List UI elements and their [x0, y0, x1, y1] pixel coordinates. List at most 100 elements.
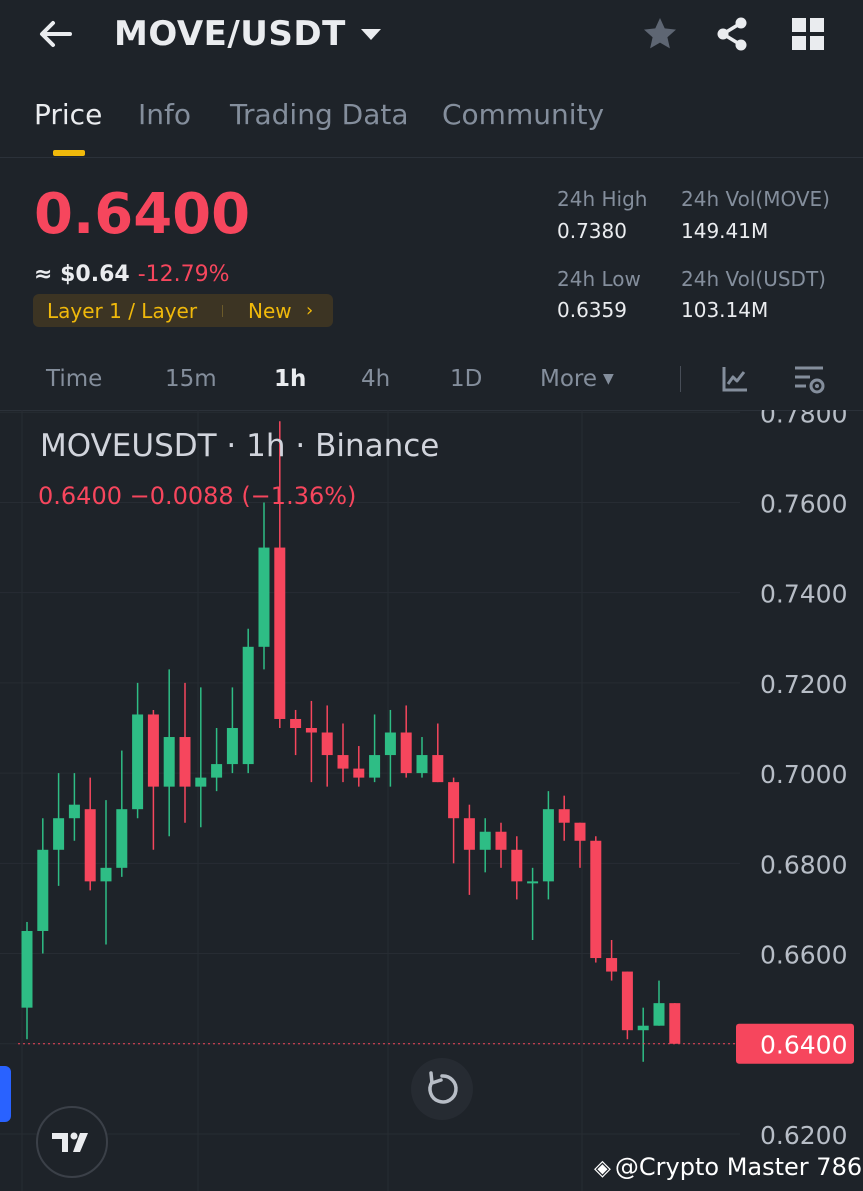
candle-body — [621, 971, 633, 1031]
star-icon[interactable] — [640, 14, 680, 54]
reset-chart-button[interactable] — [411, 1058, 473, 1120]
candle-body — [384, 732, 396, 756]
last-price: 0.6400 — [34, 182, 251, 247]
tab-info[interactable]: Info — [138, 98, 191, 131]
candle-body — [37, 849, 49, 931]
candle-body — [337, 755, 349, 769]
candle-body — [574, 822, 586, 841]
active-tab-indicator — [53, 150, 85, 156]
low-value: 0.6359 — [557, 298, 627, 322]
candle-body — [495, 831, 507, 850]
category-tag[interactable] — [33, 294, 333, 327]
candle-body — [637, 1025, 649, 1031]
candle-body — [400, 732, 412, 774]
candle-body — [542, 809, 554, 882]
interval-1h[interactable]: 1h — [274, 366, 307, 392]
y-tick-label: 0.6600 — [760, 941, 847, 970]
candle-body — [653, 1003, 665, 1026]
interval-time[interactable]: Time — [46, 366, 103, 392]
watermark: ◈ @Crypto Master 786 — [594, 1153, 862, 1181]
candle-body — [53, 818, 65, 850]
share-icon[interactable] — [712, 14, 752, 54]
category-tag-label: Layer 1 / Layer — [47, 299, 198, 323]
candle-body — [321, 732, 333, 756]
divider — [0, 410, 863, 411]
candle-body — [179, 737, 191, 787]
tab-community[interactable]: Community — [442, 98, 605, 131]
interval-more[interactable]: More ▼ — [540, 366, 614, 392]
vol-usdt-label: 24h Vol(USDT) — [681, 267, 826, 291]
candle-body — [290, 718, 302, 728]
candle-body — [274, 547, 286, 719]
caret-down-icon[interactable] — [360, 26, 382, 42]
grid-icon[interactable] — [790, 16, 826, 52]
candle-body — [242, 646, 254, 765]
candle-body — [84, 809, 96, 882]
y-tick-label: 0.7800 — [760, 410, 847, 428]
approx-usd: ≈ $0.64 — [34, 262, 130, 287]
tag-separator — [222, 305, 223, 317]
last-price-tag — [736, 1023, 854, 1064]
low-label: 24h Low — [557, 267, 641, 291]
back-arrow-icon[interactable] — [36, 14, 76, 54]
candle-body — [211, 764, 223, 778]
candle-body — [163, 737, 175, 787]
candle-body — [369, 755, 381, 778]
candle-body — [479, 831, 491, 850]
new-badge: New — [248, 299, 292, 323]
vol-move-value: 149.41M — [681, 219, 769, 243]
candle-body — [258, 547, 270, 647]
candle-body — [305, 728, 317, 733]
candle-body — [590, 840, 602, 959]
candle-body — [416, 755, 428, 774]
candle-body — [132, 714, 144, 810]
tab-trading-data[interactable]: Trading Data — [230, 98, 409, 131]
y-tick-label: 0.6800 — [760, 850, 847, 879]
binance-diamond-icon: ◈ — [594, 1156, 611, 1181]
candle-body — [669, 1003, 681, 1044]
chart-ohlc-line: 0.6400 −0.0088 (−1.36%) — [38, 482, 357, 510]
y-tick-label: 0.6200 — [760, 1121, 847, 1150]
vol-usdt-value: 103.14M — [681, 298, 769, 322]
y-tick-label: 0.7600 — [760, 489, 847, 518]
candle-body — [226, 728, 238, 765]
indicator-icon[interactable] — [720, 364, 750, 394]
candle-body — [511, 849, 523, 882]
pair-title[interactable]: MOVE/USDT — [114, 14, 346, 54]
y-tick-label: 0.7000 — [760, 760, 847, 789]
chart-title: MOVEUSDT · 1h · Binance — [40, 428, 440, 464]
last-price-tag-label: 0.6400 — [760, 1031, 847, 1060]
candle-body — [68, 804, 80, 819]
reset-icon — [428, 1071, 458, 1104]
caret-down-icon: ▼ — [603, 371, 614, 387]
y-tick-label: 0.7200 — [760, 670, 847, 699]
y-tick-label: 0.7400 — [760, 580, 847, 609]
tradingview-logo[interactable] — [36, 1106, 108, 1178]
candlestick-chart[interactable]: 0.7800 0.7600 0.7400 0.7200 0.7000 0.6800 0.66… — [0, 410, 863, 1191]
chart-settings-icon[interactable] — [792, 362, 826, 396]
candle-body — [100, 867, 112, 882]
interval-separator — [680, 366, 681, 392]
candle-body — [463, 818, 475, 850]
candle-body — [527, 881, 539, 884]
candle-body — [448, 782, 460, 819]
vol-move-label: 24h Vol(MOVE) — [681, 187, 830, 211]
interval-15m[interactable]: 15m — [165, 366, 217, 392]
divider — [0, 157, 863, 158]
candle-body — [558, 809, 570, 823]
interval-4h[interactable]: 4h — [361, 366, 391, 392]
change-percent: -12.79% — [137, 262, 230, 287]
candle-body — [147, 714, 159, 787]
high-value: 0.7380 — [557, 219, 627, 243]
candle-body — [195, 777, 207, 787]
candle-body — [116, 809, 128, 868]
tab-price[interactable]: Price — [34, 98, 103, 131]
tradingview-icon — [52, 1132, 88, 1152]
price-usd: ≈ $0.64 -12.79% — [34, 262, 230, 287]
high-label: 24h High — [557, 187, 648, 211]
interval-1d[interactable]: 1D — [450, 366, 483, 392]
chevron-right-icon: › — [306, 300, 314, 321]
candle-body — [606, 958, 618, 972]
interval-more-label: More — [540, 366, 598, 392]
side-drawer-tab[interactable] — [0, 1066, 11, 1122]
